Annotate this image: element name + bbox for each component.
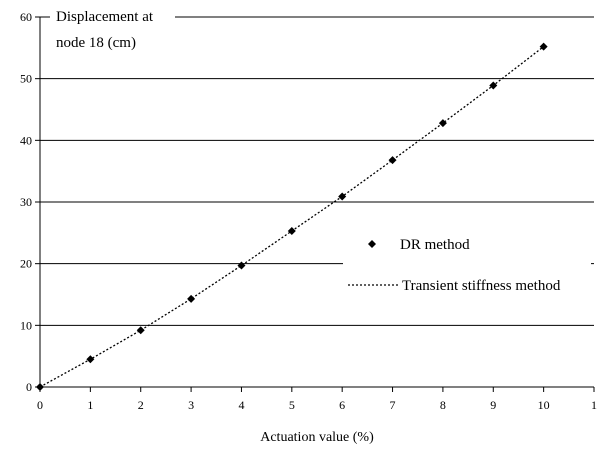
y-axis-label-line-1: Displacement at xyxy=(56,9,154,25)
series-line-transient-stiffness xyxy=(39,46,545,388)
tick-labels: 0 10 20 30 40 50 60 0 1 2 3 4 5 6 7 8 9 10 1 xyxy=(20,10,597,412)
x-tick-label: 9 xyxy=(490,398,496,412)
data-point-dr-method-1 xyxy=(86,355,95,364)
data-point-dr-method-2 xyxy=(136,326,145,335)
axes xyxy=(35,16,595,392)
data-point-dr-method-8 xyxy=(438,119,447,128)
data-point-dr-method-10 xyxy=(539,42,548,51)
y-tick-label: 50 xyxy=(20,72,32,86)
x-tick-label: 5 xyxy=(289,398,295,412)
legend: DR method Transient stiffness method xyxy=(343,228,591,303)
legend-marker-dr-method xyxy=(368,240,376,248)
x-tick-label: 10 xyxy=(538,398,550,412)
y-tick-label: 60 xyxy=(20,10,32,24)
x-axis-label: Actuation value (%) xyxy=(260,430,374,445)
y-axis-label-background xyxy=(50,5,175,53)
legend-label-dr-method: DR method xyxy=(400,237,470,253)
data-point-dr-method-9 xyxy=(489,81,498,90)
x-tick-label: 1 xyxy=(87,398,93,412)
y-tick-label: 10 xyxy=(20,318,32,332)
data-point-dr-method-6 xyxy=(338,192,347,201)
x-tick-label: 6 xyxy=(339,398,345,412)
series xyxy=(36,42,548,391)
data-point-dr-method-3 xyxy=(187,294,196,303)
y-tick-label: 30 xyxy=(20,195,32,209)
x-tick-label: 3 xyxy=(188,398,194,412)
y-tick-label: 40 xyxy=(20,133,32,147)
data-point-dr-method-0 xyxy=(36,383,44,391)
legend-label-transient-stiffness: Transient stiffness method xyxy=(402,278,561,294)
data-point-dr-method-5 xyxy=(287,226,296,235)
x-tick-label: 8 xyxy=(440,398,446,412)
x-tick-label: 1 xyxy=(591,398,597,412)
x-tick-label: 4 xyxy=(238,398,244,412)
x-tick-label: 2 xyxy=(138,398,144,412)
data-point-dr-method-4 xyxy=(237,261,246,270)
x-tick-label: 0 xyxy=(37,398,43,412)
x-tick-label: 7 xyxy=(390,398,396,412)
data-point-dr-method-7 xyxy=(388,156,397,165)
legend-background xyxy=(343,228,591,303)
y-tick-label: 20 xyxy=(20,257,32,271)
y-axis-label: Displacement at node 18 (cm) xyxy=(50,5,175,53)
y-tick-label: 0 xyxy=(26,380,32,394)
y-axis-label-line-2: node 18 (cm) xyxy=(56,35,136,51)
